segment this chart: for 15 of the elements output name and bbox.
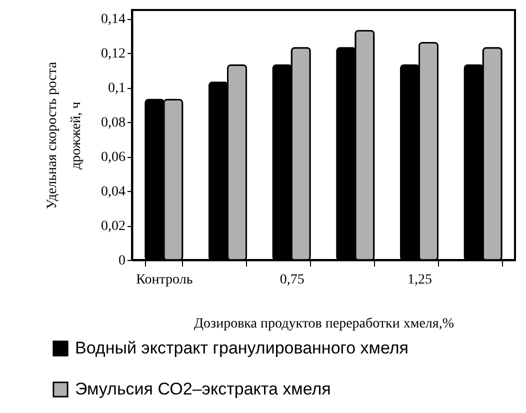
y-tick-label: 0,06 xyxy=(101,150,126,166)
y-tick-label: 0 xyxy=(118,254,126,268)
y-tick-label: 0,12 xyxy=(101,46,126,62)
x-tick-label: Контроль xyxy=(136,272,193,288)
legend-label: Водный экстракт гранулированного хмеля xyxy=(75,338,408,358)
x-axis-title: Дозировка продуктов переработки хмеля,% xyxy=(194,316,454,332)
y-tick-label: 0,08 xyxy=(101,116,126,131)
y-axis-title: Удельная скорость роста дрожжей, ч xyxy=(45,61,84,210)
y-tick-label: 0,02 xyxy=(101,219,126,234)
x-tick-label: 0,75 xyxy=(280,272,304,288)
y-tick-label: 0,1 xyxy=(108,81,126,96)
legend-label: Эмульсия СО2–экстракта хмеля xyxy=(75,380,331,398)
y-tick-label: 0,14 xyxy=(101,12,126,28)
x-tick-label: 1,25 xyxy=(408,272,432,288)
y-tick-label: 0,04 xyxy=(101,184,126,200)
